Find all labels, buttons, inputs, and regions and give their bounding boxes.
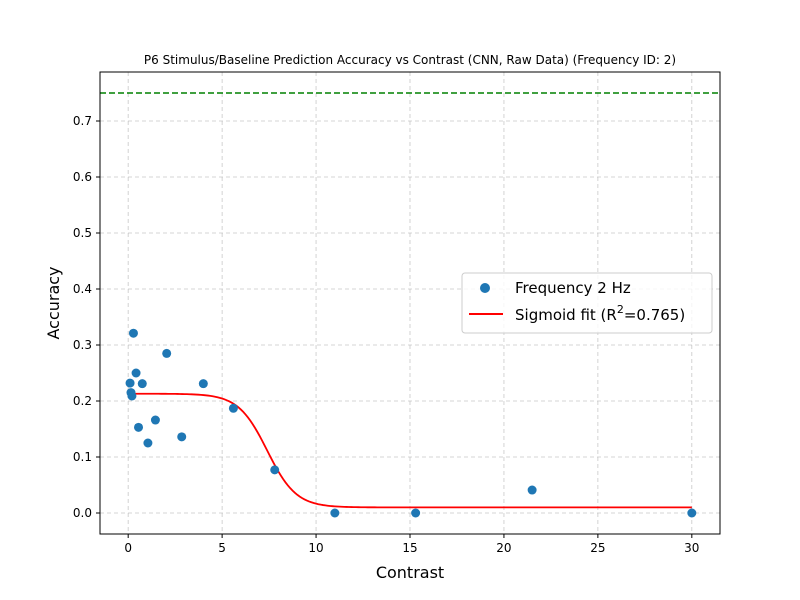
scatter-point <box>143 438 153 448</box>
scatter-point <box>134 422 144 432</box>
x-axis-label: Contrast <box>376 563 444 582</box>
scatter-point <box>150 415 160 425</box>
scatter-point <box>330 508 340 518</box>
y-tick-label: 0.6 <box>73 170 92 184</box>
legend-label-fit: Sigmoid fit (R2=0.765) <box>515 303 685 324</box>
x-tick-label: 10 <box>308 541 323 555</box>
y-tick-label: 0.3 <box>73 338 92 352</box>
scatter-point <box>198 379 208 389</box>
scatter-point <box>411 508 421 518</box>
y-tick-label: 0.4 <box>73 282 92 296</box>
y-tick-label: 0.0 <box>73 506 92 520</box>
legend-label-fit-tail: =0.765) <box>624 306 685 324</box>
legend-label-fit-sup: 2 <box>617 303 624 316</box>
x-tick-label: 0 <box>124 541 132 555</box>
x-tick-label: 25 <box>590 541 605 555</box>
scatter-point <box>125 378 135 388</box>
y-axis-label: Accuracy <box>44 266 63 339</box>
scatter-point <box>127 391 137 401</box>
x-axis-ticks: 0 5 10 15 20 25 30 <box>124 534 699 555</box>
legend-box <box>461 272 713 334</box>
scatter-point <box>128 328 138 338</box>
chart-title: P6 Stimulus/Baseline Prediction Accuracy… <box>144 53 676 67</box>
sigmoid-fit-line <box>128 392 692 509</box>
scatter-point <box>228 403 238 413</box>
scatter-point <box>527 485 537 495</box>
legend-label-fit-main: Sigmoid fit (R <box>515 306 617 324</box>
scatter-point <box>162 348 172 358</box>
legend: Frequency 2 Hz Sigmoid fit (R2=0.765) <box>461 272 713 334</box>
x-tick-label: 20 <box>496 541 511 555</box>
scatter-point <box>131 368 141 378</box>
legend-marker-scatter <box>480 283 490 293</box>
scatter-point <box>137 379 147 389</box>
y-tick-label: 0.2 <box>73 394 92 408</box>
x-tick-label: 15 <box>402 541 417 555</box>
y-tick-label: 0.1 <box>73 450 92 464</box>
scatter-point <box>687 508 697 518</box>
x-tick-label: 5 <box>218 541 226 555</box>
legend-label-scatter: Frequency 2 Hz <box>515 279 631 297</box>
y-axis-ticks: 0.0 0.1 0.2 0.3 0.4 0.5 0.6 0.7 <box>73 114 100 520</box>
scatter-point <box>177 432 187 442</box>
scatter-points-layer <box>125 328 697 518</box>
x-tick-label: 30 <box>684 541 699 555</box>
fit-line-layer <box>128 392 692 509</box>
y-tick-label: 0.5 <box>73 226 92 240</box>
scatter-point <box>270 465 280 475</box>
y-tick-label: 0.7 <box>73 114 92 128</box>
